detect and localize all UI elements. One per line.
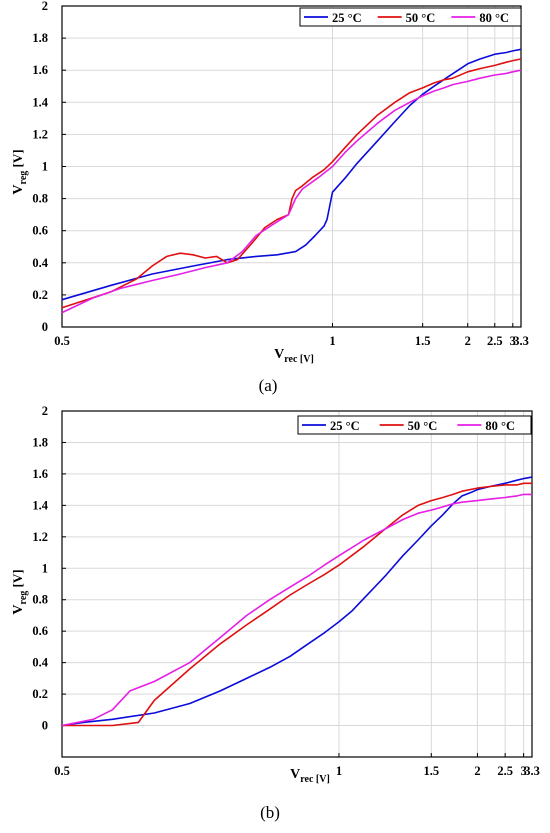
y-tick-label: 0.4: [32, 256, 48, 270]
x-tick-label: 3: [510, 334, 516, 348]
y-tick-label: 1.8: [32, 31, 48, 45]
series-line-50c: [61, 58, 522, 309]
legend-box: [299, 7, 522, 27]
y-tick-label: 1.8: [32, 435, 48, 449]
x-tick-label: 2: [465, 334, 471, 348]
y-tick-label: 2: [42, 0, 48, 13]
legend-label-25c: 25 °C: [330, 419, 360, 433]
legend-label-25c: 25 °C: [332, 11, 362, 25]
series-line-80c: [61, 493, 532, 727]
legend: 25 °C 50 °C 80 °C: [299, 7, 522, 27]
legend-label-50c: 50 °C: [408, 419, 438, 433]
panel-caption: (a): [259, 376, 278, 395]
y-tick-label: 0.4: [32, 656, 48, 670]
y-tick-label: 0.6: [32, 224, 48, 238]
y-tick-label: 0: [42, 719, 48, 733]
y-axis-label: Vreg [V]: [10, 569, 29, 614]
y-tick-label: 1: [42, 561, 48, 575]
x-tick-label: 1: [329, 334, 335, 348]
legend-box: [297, 415, 532, 435]
legend-label-80c: 80 °C: [479, 11, 509, 25]
x-tick-label: 3.3: [524, 764, 540, 778]
y-tick-label: 0.8: [32, 192, 48, 206]
x-tick-label: 2.5: [487, 334, 503, 348]
y-tick-label: 1.2: [32, 530, 48, 544]
y-tick-label: 0.8: [32, 593, 48, 607]
x-tick-label: 1.5: [415, 334, 431, 348]
x-axis-label: Vrec [V]: [290, 767, 330, 785]
x-tick-label: 3.3: [513, 334, 529, 348]
legend-label-50c: 50 °C: [406, 11, 436, 25]
panel-caption: (b): [260, 803, 280, 822]
y-tick-label: 1.2: [32, 127, 48, 141]
plot-frame: [61, 410, 533, 758]
x-tick-label: 0.5: [54, 764, 70, 778]
series-line-80c: [61, 69, 522, 314]
y-tick-label: 2: [42, 404, 48, 418]
y-tick-label: 1.4: [32, 498, 48, 512]
y-tick-label: 0.2: [32, 687, 48, 701]
y-tick-label: 1.4: [32, 95, 48, 109]
y-axis-label: Vreg [V]: [10, 149, 29, 194]
x-tick-label: 3: [520, 764, 526, 778]
legend: 25 °C 50 °C 80 °C: [297, 415, 532, 435]
x-axis-label: Vrec [V]: [274, 347, 314, 365]
x-tick-label: 1: [336, 764, 342, 778]
chart-panel-b: 0.5 1 1.5 2 2.5 33.3 0 0.2 0.4 0.6 0.8 1 1.2 1.4 1.6 1.…: [10, 404, 540, 822]
y-tick-label: 1.6: [32, 467, 48, 481]
series-line-50c: [62, 482, 532, 727]
x-tick-label: 2.5: [497, 764, 513, 778]
x-tick-label: 0.5: [54, 334, 70, 348]
x-tick-label: 1.5: [423, 764, 439, 778]
x-tick-label: 2: [474, 764, 480, 778]
y-tick-label: 0.6: [32, 624, 48, 638]
y-tick-label: 1.6: [32, 63, 48, 77]
series-line-25c: [61, 48, 522, 301]
y-tick-label: 1: [42, 160, 48, 174]
legend-label-80c: 80 °C: [485, 419, 515, 433]
y-tick-label: 0: [42, 320, 48, 334]
chart-panel-a: 0.5 1 1.5 2 2.5 33.3 0 0.2 0.4 0.6 0.8 1 1.2 1.4 1.6 1.…: [10, 0, 529, 395]
y-tick-label: 0.2: [32, 288, 48, 302]
